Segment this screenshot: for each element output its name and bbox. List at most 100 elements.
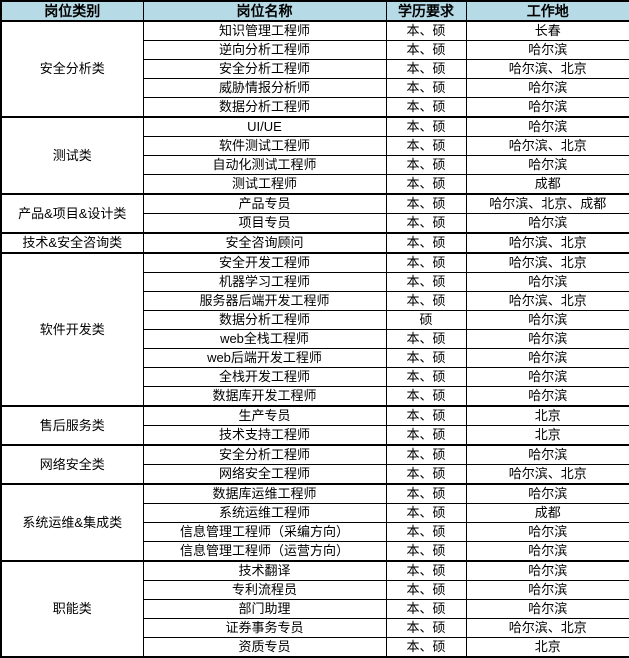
position-cell: 数据库开发工程师 — [142, 386, 387, 407]
table-row: 网络安全工程师 本、硕 哈尔滨、北京 — [1, 464, 629, 485]
table-row: 测试类 UI/UE 本、硕 哈尔滨 — [0, 116, 629, 195]
location-cell: 哈尔滨 — [465, 367, 629, 387]
table-row: 信息管理工程师（采编方向） 本、硕 哈尔滨 — [1, 522, 629, 542]
location-cell: 北京 — [465, 637, 629, 658]
position-cell: 证券事务专员 — [142, 618, 387, 638]
location-cell: 哈尔滨、北京 — [465, 291, 629, 311]
table-row: 全栈开发工程师 本、硕 哈尔滨 — [1, 367, 629, 387]
location-cell: 哈尔滨 — [465, 272, 629, 292]
header-education: 学历要求 — [385, 0, 467, 22]
table-row: 信息管理工程师（运营方向） 本、硕 哈尔滨 — [1, 541, 629, 562]
position-cell: 数据分析工程师 — [142, 97, 387, 118]
location-cell: 哈尔滨、北京 — [465, 464, 629, 485]
table-row: 技术&安全咨询类 安全咨询顾问 本、硕 哈尔滨、北京 — [0, 232, 629, 254]
location-cell: 哈尔滨、北京、成都 — [465, 193, 629, 214]
education-cell: 硕 — [385, 310, 467, 330]
education-cell: 本、硕 — [385, 252, 467, 273]
education-cell: 本、硕 — [385, 637, 467, 658]
location-cell: 哈尔滨 — [465, 522, 629, 542]
location-cell: 哈尔滨 — [465, 599, 629, 619]
education-cell: 本、硕 — [385, 522, 467, 542]
position-cell: 知识管理工程师 — [142, 20, 387, 41]
education-cell: 本、硕 — [385, 78, 467, 98]
education-cell: 本、硕 — [385, 213, 467, 234]
location-cell: 哈尔滨 — [465, 580, 629, 600]
position-cell: 信息管理工程师（运营方向） — [142, 541, 387, 562]
education-cell: 本、硕 — [385, 155, 467, 175]
position-cell: UI/UE — [142, 116, 387, 137]
category-cell: 技术&安全咨询类 — [0, 232, 144, 254]
education-cell: 本、硕 — [385, 464, 467, 485]
position-cell: 信息管理工程师（采编方向） — [142, 522, 387, 542]
table-row: 职能类 技术翻译 本、硕 哈尔滨 — [0, 560, 629, 658]
position-cell: 系统运维工程师 — [142, 503, 387, 523]
education-cell: 本、硕 — [385, 136, 467, 156]
category-cell: 系统运维&集成类 — [0, 483, 144, 562]
education-cell: 本、硕 — [385, 232, 467, 254]
education-cell: 本、硕 — [385, 193, 467, 214]
location-cell: 哈尔滨 — [465, 213, 629, 234]
position-cell: 安全开发工程师 — [142, 252, 387, 273]
position-cell: 服务器后端开发工程师 — [142, 291, 387, 311]
education-cell: 本、硕 — [385, 97, 467, 118]
category-cell: 安全分析类 — [0, 20, 144, 118]
position-cell: 资质专员 — [142, 637, 387, 658]
location-cell: 成都 — [465, 174, 629, 195]
location-cell: 哈尔滨 — [465, 97, 629, 118]
education-cell: 本、硕 — [385, 329, 467, 349]
education-cell: 本、硕 — [385, 272, 467, 292]
location-cell: 哈尔滨 — [465, 541, 629, 562]
position-cell: 安全分析工程师 — [142, 444, 387, 465]
location-cell: 哈尔滨 — [465, 329, 629, 349]
education-cell: 本、硕 — [385, 20, 467, 41]
table-row: 网络安全类 安全分析工程师 本、硕 哈尔滨 — [0, 444, 629, 485]
location-cell: 哈尔滨 — [465, 483, 629, 504]
table-body: 安全分析类 知识管理工程师 本、硕 长春 逆向分析工程师 本、硕 哈尔滨 安全分析工程师 本、硕… — [0, 20, 629, 658]
position-cell: 安全咨询顾问 — [142, 232, 387, 254]
category-cell: 网络安全类 — [0, 444, 144, 485]
table-row: web全栈工程师 本、硕 哈尔滨 — [1, 329, 629, 349]
position-cell: 专利流程员 — [142, 580, 387, 600]
position-cell: 技术翻译 — [142, 560, 387, 581]
header-category: 岗位类别 — [0, 0, 144, 22]
location-cell: 哈尔滨、北京 — [465, 136, 629, 156]
table-row: 软件开发类 安全开发工程师 本、硕 哈尔滨、北京 — [0, 252, 629, 407]
table-row: 专利流程员 本、硕 哈尔滨 — [1, 580, 629, 600]
education-cell: 本、硕 — [385, 599, 467, 619]
table-row: 服务器后端开发工程师 本、硕 哈尔滨、北京 — [1, 291, 629, 311]
location-cell: 长春 — [465, 20, 629, 41]
education-cell: 本、硕 — [385, 541, 467, 562]
table-row: 数据库开发工程师 本、硕 哈尔滨 — [1, 386, 629, 407]
position-cell: 部门助理 — [142, 599, 387, 619]
table-row: web后端开发工程师 本、硕 哈尔滨 — [1, 348, 629, 368]
education-cell: 本、硕 — [385, 174, 467, 195]
position-cell: 生产专员 — [142, 405, 387, 426]
education-cell: 本、硕 — [385, 483, 467, 504]
location-cell: 哈尔滨、北京 — [465, 252, 629, 273]
education-cell: 本、硕 — [385, 444, 467, 465]
education-cell: 本、硕 — [385, 618, 467, 638]
table-row: 系统运维&集成类 数据库运维工程师 本、硕 哈尔滨 — [0, 483, 629, 562]
header-location: 工作地 — [465, 0, 629, 22]
header-position: 岗位名称 — [142, 0, 387, 22]
location-cell: 哈尔滨、北京 — [465, 618, 629, 638]
location-cell: 哈尔滨 — [465, 155, 629, 175]
education-cell: 本、硕 — [385, 367, 467, 387]
position-cell: 数据分析工程师 — [142, 310, 387, 330]
position-cell: 产品专员 — [142, 193, 387, 214]
position-cell: 机器学习工程师 — [142, 272, 387, 292]
education-cell: 本、硕 — [385, 291, 467, 311]
location-cell: 哈尔滨 — [465, 78, 629, 98]
position-cell: 项目专员 — [142, 213, 387, 234]
education-cell: 本、硕 — [385, 503, 467, 523]
table-row: 数据分析工程师 本、硕 哈尔滨 — [1, 97, 629, 118]
location-cell: 哈尔滨、北京 — [465, 232, 629, 254]
position-cell: 威胁情报分析师 — [142, 78, 387, 98]
location-cell: 北京 — [465, 405, 629, 426]
education-cell: 本、硕 — [385, 560, 467, 581]
position-cell: 网络安全工程师 — [142, 464, 387, 485]
position-cell: 自动化测试工程师 — [142, 155, 387, 175]
location-cell: 哈尔滨 — [465, 310, 629, 330]
location-cell: 哈尔滨 — [465, 116, 629, 137]
